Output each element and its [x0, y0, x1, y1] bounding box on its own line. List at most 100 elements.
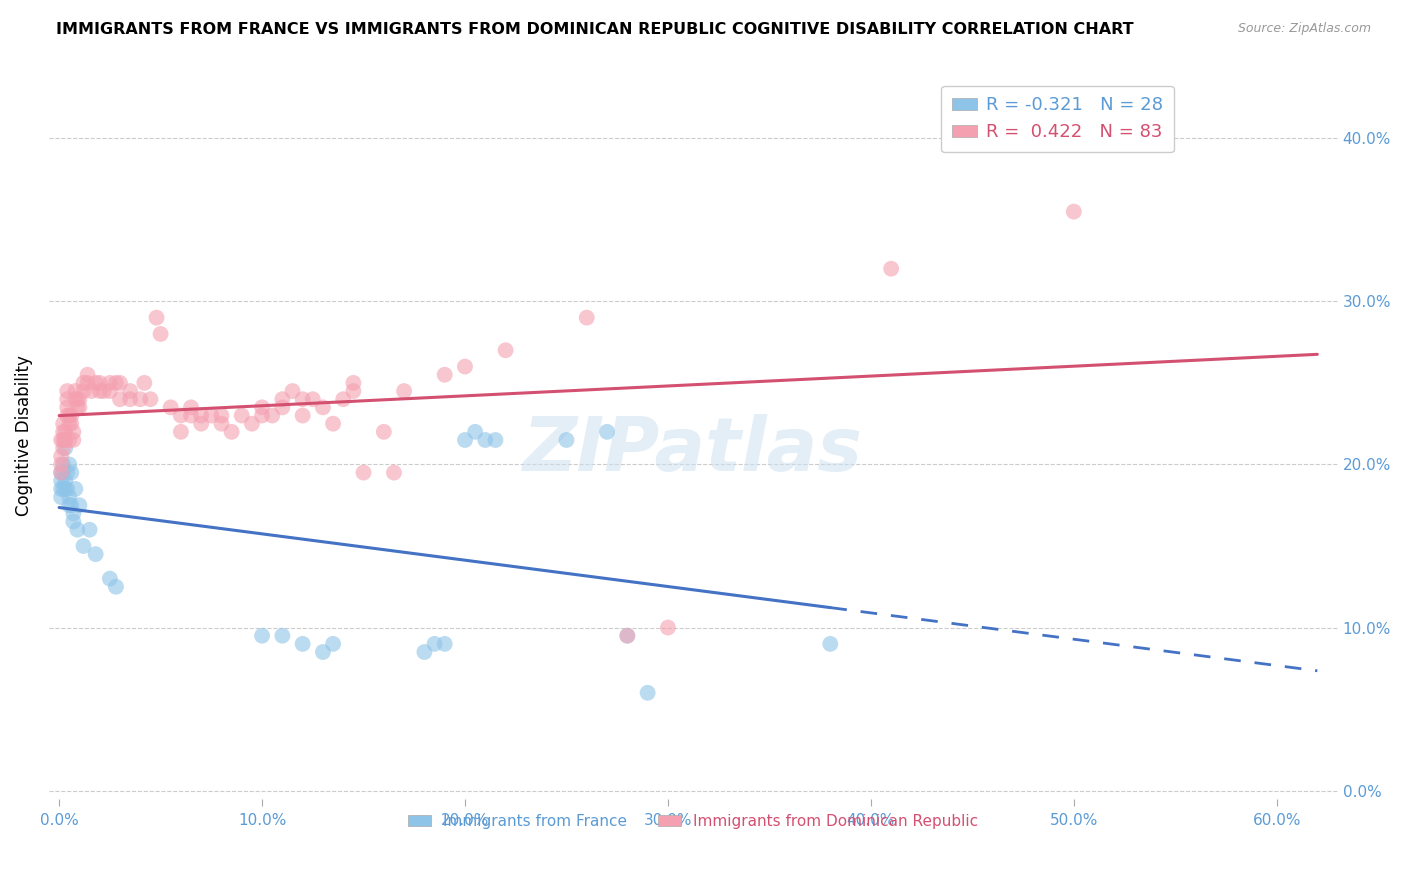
Point: [60, 498, 83, 512]
Point: [49, 433, 72, 447]
Point: [58, 409, 80, 423]
Point: [53, 433, 76, 447]
Point: [52, 425, 75, 439]
Point: [65, 392, 87, 407]
Point: [322, 637, 344, 651]
Point: [149, 326, 172, 341]
Point: [98, 572, 121, 586]
Point: [373, 425, 395, 439]
Point: [66, 401, 89, 415]
Point: [211, 417, 233, 431]
Point: [58, 433, 80, 447]
Point: [301, 392, 323, 407]
Point: [820, 637, 842, 651]
Point: [170, 409, 193, 423]
Point: [474, 433, 496, 447]
Point: [60, 409, 83, 423]
Point: [423, 637, 446, 651]
Point: [62, 515, 84, 529]
Point: [250, 401, 273, 415]
Point: [281, 384, 304, 398]
Point: [65, 482, 87, 496]
Point: [84, 547, 107, 561]
Point: [262, 409, 284, 423]
Point: [108, 392, 131, 407]
Point: [322, 417, 344, 431]
Point: [134, 376, 156, 390]
Legend: Immigrants from France, Immigrants from Dominican Republic: Immigrants from France, Immigrants from …: [402, 807, 984, 835]
Point: [382, 466, 405, 480]
Point: [53, 474, 76, 488]
Point: [52, 466, 75, 480]
Point: [392, 384, 415, 398]
Point: [49, 458, 72, 472]
Point: [120, 384, 142, 398]
Point: [104, 580, 127, 594]
Point: [596, 425, 619, 439]
Text: ZIPatlas: ZIPatlas: [523, 414, 863, 487]
Point: [52, 458, 75, 472]
Point: [56, 392, 79, 407]
Point: [190, 409, 212, 423]
Point: [79, 523, 101, 537]
Point: [98, 384, 121, 398]
Point: [342, 376, 364, 390]
Point: [575, 310, 598, 325]
Point: [240, 417, 263, 431]
Point: [312, 401, 335, 415]
Point: [616, 629, 638, 643]
Point: [49, 482, 72, 496]
Point: [555, 433, 578, 447]
Point: [180, 401, 202, 415]
Point: [104, 376, 127, 390]
Point: [62, 425, 84, 439]
Point: [56, 409, 79, 423]
Point: [170, 425, 193, 439]
Point: [616, 629, 638, 643]
Point: [291, 637, 314, 651]
Point: [53, 433, 76, 447]
Point: [58, 458, 80, 472]
Point: [98, 376, 121, 390]
Point: [80, 384, 103, 398]
Point: [433, 368, 456, 382]
Point: [89, 384, 111, 398]
Point: [200, 409, 222, 423]
Point: [65, 384, 87, 398]
Point: [332, 392, 354, 407]
Point: [72, 384, 94, 398]
Point: [49, 490, 72, 504]
Point: [89, 376, 111, 390]
Text: Source: ZipAtlas.com: Source: ZipAtlas.com: [1237, 22, 1371, 36]
Point: [62, 507, 84, 521]
Point: [53, 425, 76, 439]
Point: [145, 310, 167, 325]
Point: [271, 392, 294, 407]
Point: [250, 629, 273, 643]
Point: [52, 433, 75, 447]
Point: [93, 384, 115, 398]
Point: [231, 409, 253, 423]
Point: [484, 433, 506, 447]
Point: [76, 368, 98, 382]
Point: [60, 466, 83, 480]
Point: [190, 417, 212, 431]
Point: [49, 466, 72, 480]
Point: [1063, 204, 1085, 219]
Point: [72, 376, 94, 390]
Point: [271, 401, 294, 415]
Point: [454, 433, 477, 447]
Point: [139, 392, 162, 407]
Point: [353, 466, 375, 480]
Point: [342, 384, 364, 398]
Point: [76, 376, 98, 390]
Point: [159, 401, 181, 415]
Point: [53, 441, 76, 455]
Point: [49, 474, 72, 488]
Point: [52, 417, 75, 431]
Point: [56, 482, 79, 496]
Point: [58, 490, 80, 504]
Point: [67, 401, 90, 415]
Point: [108, 376, 131, 390]
Point: [56, 384, 79, 398]
